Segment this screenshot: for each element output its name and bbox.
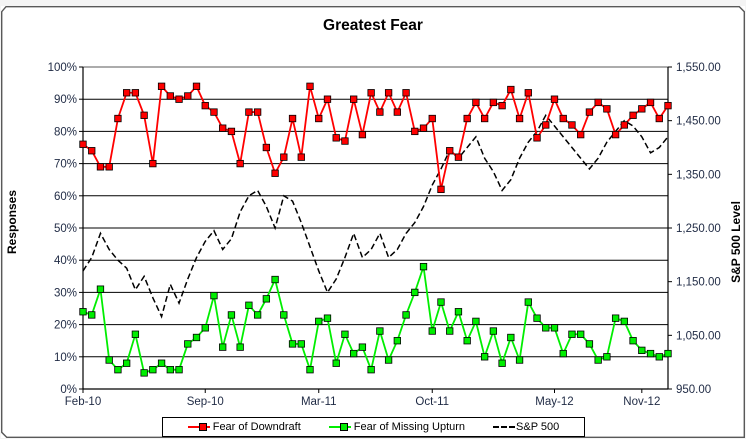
svg-text:1,350.00: 1,350.00: [676, 169, 721, 181]
svg-text:80%: 80%: [54, 126, 77, 138]
svg-text:90%: 90%: [54, 94, 77, 106]
svg-text:950.00: 950.00: [676, 384, 711, 396]
svg-text:10%: 10%: [54, 352, 77, 364]
svg-text:0%: 0%: [60, 384, 77, 396]
svg-text:Feb-10: Feb-10: [65, 396, 101, 408]
svg-text:70%: 70%: [54, 159, 77, 171]
svg-text:100%: 100%: [48, 62, 77, 74]
svg-text:Sep-10: Sep-10: [187, 396, 224, 408]
svg-text:60%: 60%: [54, 191, 77, 203]
svg-text:1,150.00: 1,150.00: [676, 277, 721, 289]
svg-text:May-12: May-12: [535, 396, 573, 408]
svg-text:1,250.00: 1,250.00: [676, 223, 721, 235]
svg-text:20%: 20%: [54, 320, 77, 332]
svg-text:1,050.00: 1,050.00: [676, 330, 721, 342]
svg-text:1,450.00: 1,450.00: [676, 116, 721, 128]
svg-text:Mar-11: Mar-11: [301, 396, 337, 408]
svg-text:Nov-12: Nov-12: [623, 396, 660, 408]
svg-text:30%: 30%: [54, 287, 77, 299]
svg-text:Oct-11: Oct-11: [415, 396, 449, 408]
svg-text:1,550.00: 1,550.00: [676, 62, 721, 74]
svg-text:40%: 40%: [54, 255, 77, 267]
svg-text:50%: 50%: [54, 223, 77, 235]
